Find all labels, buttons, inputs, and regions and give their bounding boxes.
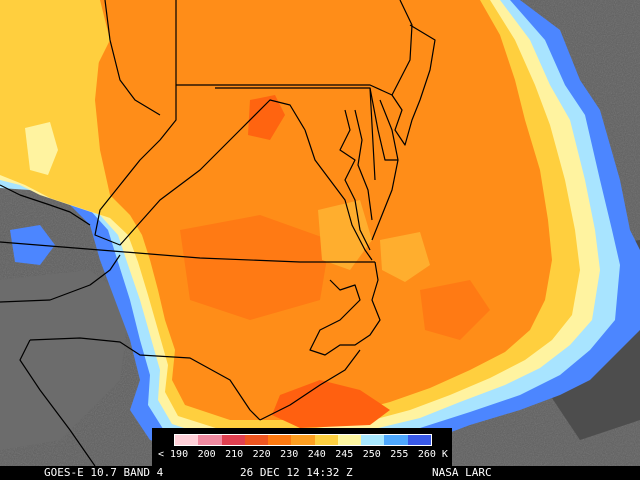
ky-border [0,184,91,226]
cold-core-north [248,95,285,140]
cloud-blob-west-core [25,122,58,175]
legend-color-swatch [314,435,338,445]
legend-label: 260 K [417,449,448,460]
state-border-nc-sc [29,337,261,421]
gray-cloud-patch-west [0,270,130,450]
chesapeake-bay [339,109,373,251]
cold-core-central [180,215,330,320]
temperature-legend: < 190 200 210 220 230 240 245 250 255 26… [152,428,452,466]
legend-color-bar [174,434,432,446]
legend-label: 250 [362,449,381,460]
cloud-blob-northwest [0,0,110,100]
legend-color-swatch [268,435,292,445]
warm-spot-coast [380,232,430,282]
legend-label: 210 [225,449,244,460]
image-caption-bar: GOES-E 10.7 BAND 4 26 DEC 12 14:32 Z NAS… [0,466,640,480]
ohio-river [104,0,161,116]
legend-color-swatch [337,435,362,445]
legend-labels: < 190 200 210 220 230 240 245 250 255 26… [158,448,448,462]
legend-label: 255 [390,449,409,460]
state-border-va [304,129,373,261]
image-timestamp: 26 DEC 12 14:32 Z [240,466,353,479]
legend-color-swatch [221,435,245,445]
delmarva-coast [371,159,399,241]
legend-color-swatch [175,435,199,445]
state-border-tn [0,254,121,303]
cold-core-south [272,380,390,428]
state-border-sc-ga [19,339,96,467]
state-border-va-nc [0,241,375,263]
state-border-nj [391,24,436,146]
legend-color-swatch [198,435,222,445]
legend-color-swatch [407,435,431,445]
political-boundaries [0,0,436,467]
legend-label: 230 [280,449,299,460]
image-source: NASA LARC [432,466,492,479]
legend-label: 240 [307,449,326,460]
legend-color-swatch [384,435,408,445]
legend-color-swatch [361,435,385,445]
state-border-de [369,87,399,161]
satellite-band-label: GOES-E 10.7 BAND 4 [44,466,164,479]
legend-label: 220 [252,449,271,460]
state-border-wv [94,85,306,246]
legend-label: 200 [197,449,216,460]
legend-label: 245 [335,449,354,460]
nc-coastline [259,261,381,421]
legend-color-swatch [244,435,269,445]
legend-label: < 190 [158,449,189,460]
cold-core-east [420,280,490,340]
legend-color-swatch [291,435,315,445]
